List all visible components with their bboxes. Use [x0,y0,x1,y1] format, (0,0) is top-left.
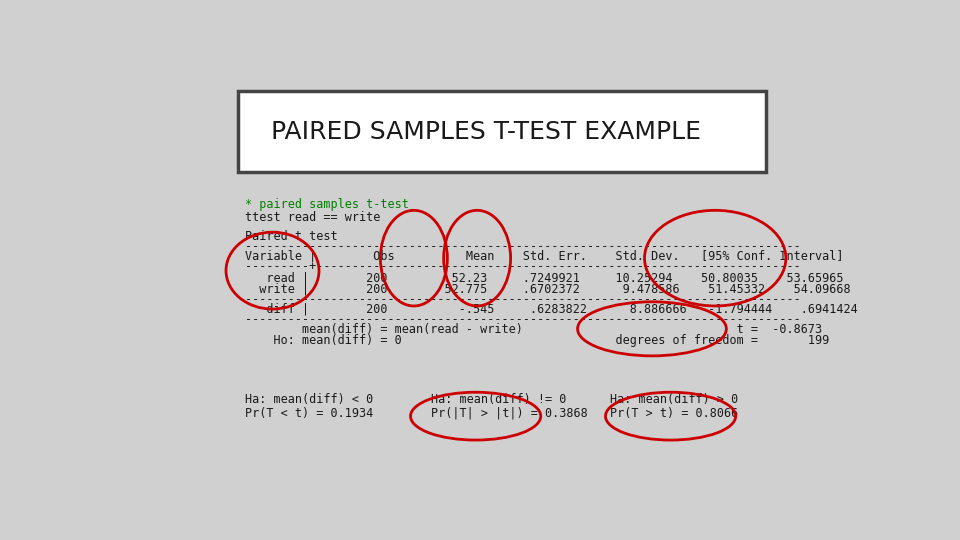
Text: PAIRED SAMPLES T-TEST EXAMPLE: PAIRED SAMPLES T-TEST EXAMPLE [271,119,701,144]
Text: ------------------------------------------------------------------------------: ----------------------------------------… [245,313,801,326]
FancyBboxPatch shape [237,91,766,172]
Text: * paired samples t-test: * paired samples t-test [245,198,409,211]
Text: Ha: mean(diff) != 0: Ha: mean(diff) != 0 [431,393,566,406]
Text: Ha: mean(diff) < 0: Ha: mean(diff) < 0 [245,393,373,406]
Text: ttest read == write: ttest read == write [245,211,380,224]
Text: diff |        200          -.545     .6283822      8.886666   -1.794444    .6941: diff | 200 -.545 .6283822 8.886666 -1.79… [245,302,857,316]
Text: Variable |        Obs          Mean    Std. Err.    Std. Dev.   [95% Conf. Inter: Variable | Obs Mean Std. Err. Std. Dev. … [245,250,844,263]
Text: Ha: mean(diff) > 0: Ha: mean(diff) > 0 [610,393,738,406]
Text: Paired t test: Paired t test [245,230,338,243]
Text: Pr(T < t) = 0.1934: Pr(T < t) = 0.1934 [245,407,373,420]
Text: write |        200        52.775     .6702372      9.478586    51.45332    54.09: write | 200 52.775 .6702372 9.478586 51.… [245,282,851,296]
Text: read |        200         52.23     .7249921     10.25294    50.80035    53.6596: read | 200 52.23 .7249921 10.25294 50.80… [245,271,844,284]
Text: ---------+--------------------------------------------------------------------: ---------+------------------------------… [245,260,801,273]
Text: ------------------------------------------------------------------------------: ----------------------------------------… [245,240,801,253]
Text: Ho: mean(diff) = 0                              degrees of freedom =       199: Ho: mean(diff) = 0 degrees of freedom = … [245,334,829,347]
Text: ------------------------------------------------------------------------------: ----------------------------------------… [245,293,801,306]
Text: Pr(T > t) = 0.8066: Pr(T > t) = 0.8066 [610,407,738,420]
Text: Pr(|T| > |t|) = 0.3868: Pr(|T| > |t|) = 0.3868 [431,407,588,420]
Text: mean(diff) = mean(read - write)                              t =  -0.8673: mean(diff) = mean(read - write) t = -0.8… [245,322,822,335]
